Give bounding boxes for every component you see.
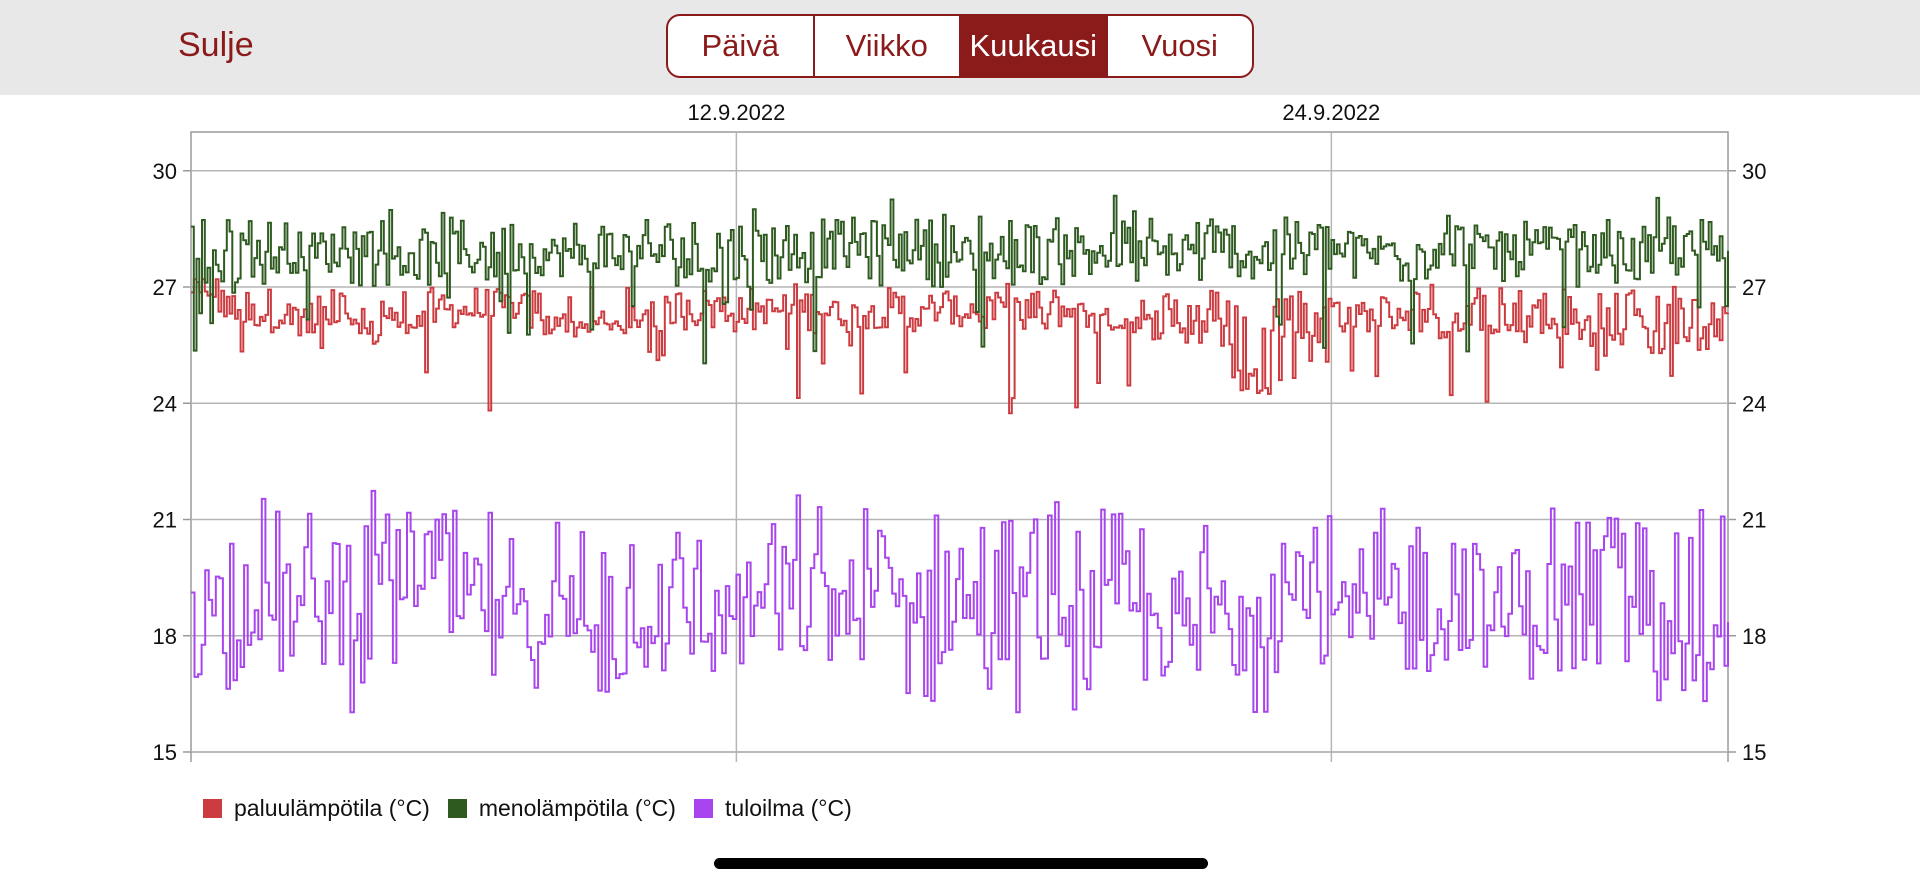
y-tick-label-left: 24: [153, 391, 177, 416]
series-line-return-temp: [191, 278, 1729, 415]
y-tick-label-right: 18: [1742, 624, 1766, 649]
x-tick-label: 12.9.2022: [687, 100, 785, 125]
y-tick-label-left: 27: [153, 275, 177, 300]
period-segmented-control: Päivä Viikko Kuukausi Vuosi: [666, 14, 1254, 78]
tab-day[interactable]: Päivä: [668, 16, 815, 76]
plot-frame: [190, 131, 1729, 753]
y-tick-label-right: 21: [1742, 508, 1766, 533]
legend-swatch-supply-temp: [447, 799, 467, 818]
tab-month[interactable]: Kuukausi: [961, 16, 1108, 76]
y-tick-label-right: 24: [1742, 391, 1766, 416]
legend-item-supply-air: tuloilma (°C): [693, 795, 852, 822]
tab-year[interactable]: Vuosi: [1141, 28, 1218, 63]
close-button[interactable]: Sulje: [178, 26, 254, 64]
tab-week[interactable]: Viikko: [815, 16, 961, 76]
y-tick-label-left: 30: [153, 159, 177, 184]
legend-item-return-temp: paluulämpötila (°C): [203, 795, 430, 822]
legend-swatch-supply-air: [693, 799, 713, 818]
x-tick-label: 24.9.2022: [1282, 100, 1380, 125]
chart-legend: paluulämpötila (°C) menolämpötila (°C) t…: [203, 795, 870, 822]
legend-label-return-temp: paluulämpötila (°C): [234, 795, 430, 821]
home-indicator: [714, 858, 1208, 869]
y-tick-label-left: 18: [153, 624, 177, 649]
legend-swatch-return-temp: [203, 799, 222, 818]
legend-label-supply-temp: menolämpötila (°C): [478, 795, 676, 821]
y-tick-label-left: 21: [153, 508, 177, 533]
y-tick-label-right: 27: [1742, 275, 1766, 300]
y-tick-label-right: 30: [1742, 159, 1766, 184]
y-tick-label-left: 15: [153, 740, 177, 765]
legend-item-supply-temp: menolämpötila (°C): [447, 795, 676, 822]
y-tick-label-right: 15: [1742, 740, 1766, 765]
legend-label-supply-air: tuloilma (°C): [724, 795, 852, 821]
top-bar: Sulje Päivä Viikko Kuukausi Vuosi: [0, 0, 1920, 95]
series-line-supply-air: [191, 489, 1729, 714]
series-line-supply-temp: [191, 194, 1729, 365]
temperature-chart: 15 15 18 18 21 21 24 24 27 27 30 30 12.9.2022 24.9.20…: [153, 100, 1767, 765]
